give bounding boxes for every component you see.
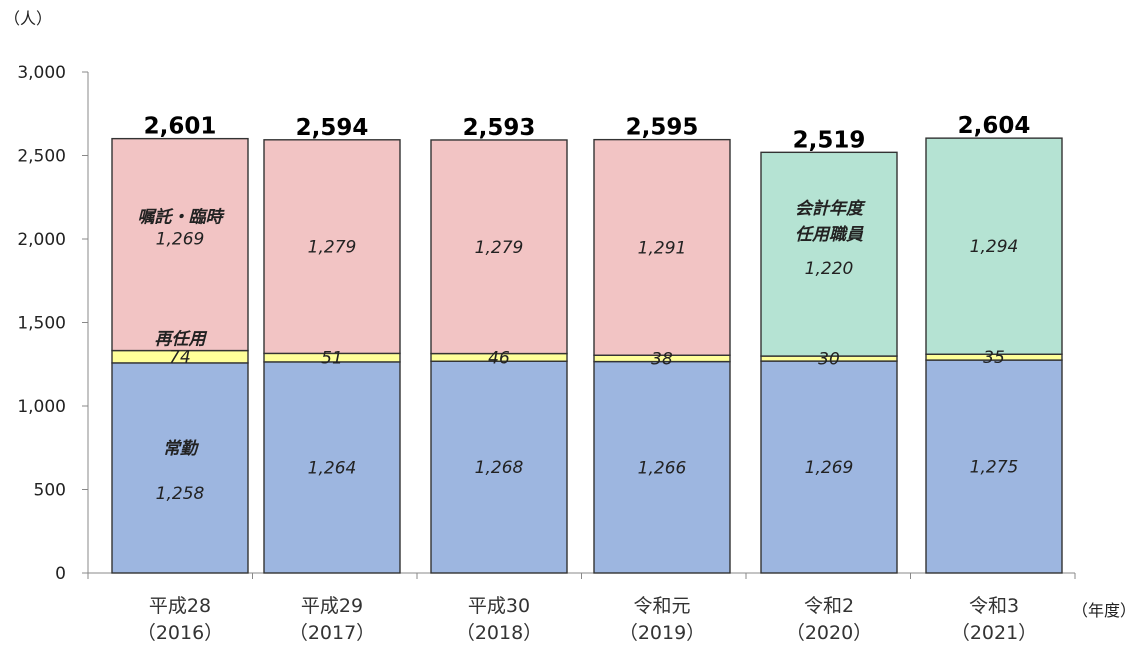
segment-value-label: 1,258 — [156, 484, 205, 504]
bar-segment — [760, 151, 898, 357]
axes: 0 500 1,000 1,500 2,000 2,500 3,000 — [17, 63, 1076, 584]
segment-value-label: 30 — [818, 350, 840, 370]
x-category-label: （2019） — [619, 622, 705, 644]
segment-value-label: 1,275 — [970, 458, 1019, 478]
x-category-label: （2020） — [786, 622, 872, 644]
segment-value-label: 51 — [321, 349, 343, 369]
x-category-label: （2018） — [456, 622, 542, 644]
total-label: 2,593 — [463, 115, 536, 141]
y-tick-label: 500 — [34, 481, 66, 501]
x-category-label: （2016） — [137, 622, 223, 644]
x-category-label: 令和元 — [633, 595, 690, 617]
x-category-label: 令和3 — [969, 595, 1019, 617]
labels: 平成28 （2016） 平成29 （2017） 平成30 （2018） 令和元 （2019） 令… — [137, 113, 1037, 644]
bar-segment — [430, 139, 568, 355]
y-axis-unit-label: （人） — [4, 9, 52, 28]
bar-segment — [430, 360, 568, 574]
bar-segment — [593, 138, 731, 356]
total-label: 2,595 — [626, 115, 699, 141]
x-category-label: （2021） — [951, 622, 1037, 644]
bar-segment — [925, 137, 1063, 355]
series-name-label: 常勤 — [163, 439, 200, 459]
segment-value-label: 1,269 — [156, 230, 205, 250]
bar-segment — [111, 137, 249, 352]
x-axis-unit-label: （年度） — [1072, 601, 1136, 620]
segment-value-label: 1,268 — [475, 458, 524, 478]
segment-value-label: 1,269 — [805, 458, 854, 478]
segment-value-label: 1,291 — [638, 238, 687, 258]
x-category-label: 令和2 — [804, 595, 854, 617]
bars — [111, 137, 1063, 574]
segment-value-label: 38 — [651, 349, 673, 369]
total-label: 2,604 — [958, 113, 1031, 139]
x-category-label: 平成30 — [468, 595, 530, 617]
bar-segment — [263, 139, 401, 355]
total-label: 2,519 — [793, 127, 866, 153]
segment-value-label: 1,220 — [805, 259, 854, 279]
series-name-label: 会計年度 — [795, 199, 866, 219]
y-tick-label: 0 — [55, 564, 66, 584]
segment-value-label: 1,264 — [308, 458, 357, 478]
x-category-label: 平成29 — [301, 595, 363, 617]
bar-segment — [263, 361, 401, 574]
y-tick-label: 1,000 — [17, 397, 66, 417]
y-tick-label: 2,500 — [17, 147, 66, 167]
y-tick-label: 1,500 — [17, 314, 66, 334]
y-tick-label: 2,000 — [17, 230, 66, 250]
segment-value-label: 1,279 — [308, 238, 357, 258]
bar-segment — [111, 362, 249, 574]
segment-value-label: 35 — [983, 348, 1005, 368]
total-label: 2,594 — [296, 115, 369, 141]
total-label: 2,601 — [144, 114, 217, 140]
series-name-label: 任用職員 — [795, 225, 864, 245]
bar-segment — [760, 360, 898, 574]
series-name-label: 再任用 — [155, 330, 208, 350]
segment-value-label: 1,294 — [970, 237, 1019, 257]
bar-segment — [593, 360, 731, 574]
series-name-label: 嘱託・臨時 — [138, 208, 226, 228]
x-category-label: （2017） — [289, 622, 375, 644]
x-category-label: 平成28 — [149, 595, 211, 617]
y-tick-label: 3,000 — [17, 63, 66, 83]
segment-value-label: 46 — [488, 348, 510, 368]
segment-value-label: 1,266 — [638, 458, 687, 478]
segment-value-label: 74 — [169, 348, 191, 368]
segment-value-label: 1,279 — [475, 238, 524, 258]
